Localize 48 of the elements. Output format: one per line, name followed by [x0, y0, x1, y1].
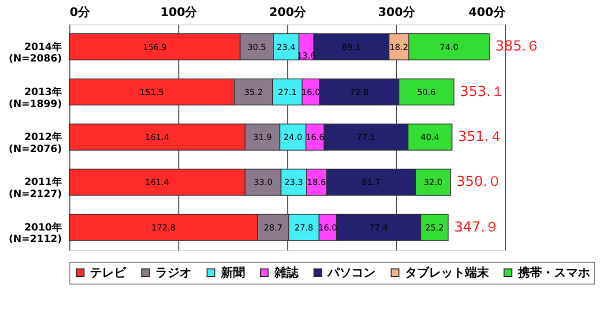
data-label: 31.9	[253, 132, 272, 142]
data-label: 32.0	[424, 177, 442, 188]
x-tick-label: 0分	[70, 4, 92, 19]
data-label: 28.7	[264, 222, 282, 232]
data-label: 172.8	[151, 222, 176, 232]
legend-label: ラジオ	[155, 266, 192, 280]
y-tick-label: 2010年 (N=2112)	[8, 221, 62, 246]
legend-label: タブレット端末	[404, 266, 490, 280]
y-tick-label: 2012年 (N=2076)	[8, 131, 62, 155]
total-label: 353.１	[460, 84, 505, 100]
legend-label: パソコン	[326, 266, 376, 280]
data-label: 25.2	[425, 222, 444, 232]
x-tick-label: 100分	[160, 4, 198, 19]
data-label: 35.2	[244, 86, 263, 97]
data-label: 24.0	[284, 132, 302, 142]
data-label: 74.0	[440, 42, 458, 52]
legend-label: 雑誌	[273, 266, 300, 280]
data-label: 161.4	[145, 132, 170, 142]
data-label: 81.7	[362, 177, 381, 188]
y-tick-label: 2014年 (N=2086)	[8, 40, 62, 65]
legend-label: テレビ	[90, 266, 128, 280]
data-label: 77.4	[369, 222, 388, 232]
data-label: 23.3	[284, 177, 304, 188]
total-label: 347.９	[454, 219, 500, 236]
data-label: 23.4	[276, 42, 296, 52]
y-tick-label: 2011年 (N=2127)	[8, 176, 62, 200]
data-label: 161.4	[145, 177, 170, 188]
legend-label: 携帯・スマホ	[516, 266, 590, 280]
x-tick-label: 300分	[378, 4, 416, 19]
total-label: 350.０	[456, 174, 502, 190]
x-tick-label: 200分	[269, 4, 308, 19]
data-label: 18.2	[390, 42, 408, 52]
data-label: 27.1	[278, 86, 297, 97]
x-tick-label: 400分	[468, 4, 506, 19]
data-label: 30.5	[247, 42, 266, 52]
y-tick-label: 2013年 (N=1899)	[8, 86, 62, 110]
data-label: 156.9	[142, 42, 167, 52]
data-label: 27.8	[294, 222, 314, 232]
data-label: 151.5	[140, 86, 164, 97]
data-label: 77.1	[356, 132, 376, 142]
data-label: 72.8	[350, 86, 369, 97]
data-label: 33.0	[254, 177, 272, 188]
data-label: 69.1	[342, 42, 361, 52]
data-label: 40.4	[420, 132, 440, 142]
legend-label: 新聞	[220, 266, 245, 280]
data-label: 18.6	[307, 177, 326, 188]
total-label: 351.４	[458, 129, 503, 146]
data-label: 50.6	[417, 86, 436, 97]
